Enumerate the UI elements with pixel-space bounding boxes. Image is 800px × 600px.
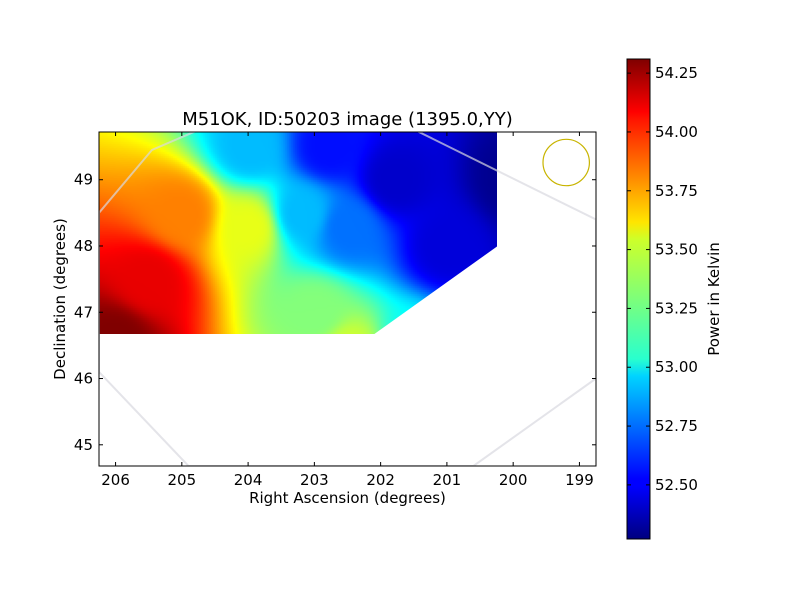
x-axis-ticks: 206 205 204 203 202 201 200 199: [101, 132, 594, 489]
heatmap-axes: 206 205 204 203 202 201 200 199 45 46 47 48 49: [74, 131, 597, 489]
axes-frame: [98, 131, 597, 467]
y-tick-label: 46: [74, 370, 93, 388]
y-axis-label: Declination (degrees): [51, 218, 69, 380]
x-tick-label: 204: [234, 471, 263, 489]
beam-circle: [542, 138, 591, 187]
x-tick-label: 203: [300, 471, 329, 489]
colorbar-frame: [626, 58, 651, 540]
colorbar-tick-label: 52.50: [655, 476, 698, 494]
x-tick-label: 200: [499, 471, 528, 489]
x-tick-label: 202: [366, 471, 395, 489]
colorbar-gradient: [627, 59, 650, 539]
colorbar-tick-label: 54.00: [655, 123, 698, 141]
y-axis-ticks: 45 46 47 48 49: [74, 171, 596, 454]
colorbar-tick-label: 53.50: [655, 241, 698, 259]
y-tick-label: 45: [74, 436, 93, 454]
colorbar-tick-label: 53.75: [655, 182, 698, 200]
colorbar-tick-label: 54.25: [655, 64, 698, 82]
colorbar-tick-label: 52.75: [655, 417, 698, 435]
chart-title: M51OK, ID:50203 image (1395.0,YY): [182, 109, 513, 130]
x-tick-label: 206: [101, 471, 130, 489]
x-axis-label: Right Ascension (degrees): [249, 489, 446, 507]
colorbar-ticks: 52.50 52.75 53.00 53.25 53.50 53.75 54.00 54.25: [627, 64, 698, 494]
x-tick-label: 201: [433, 471, 462, 489]
x-tick-label: 199: [565, 471, 594, 489]
colorbar-tick-label: 53.25: [655, 299, 698, 317]
colorbar-label: Power in Kelvin: [705, 242, 723, 356]
y-tick-label: 49: [74, 171, 93, 189]
y-tick-label: 47: [74, 303, 93, 321]
y-tick-label: 48: [74, 237, 93, 255]
colorbar: 52.50 52.75 53.00 53.25 53.50 53.75 54.00 54.25…: [626, 58, 723, 540]
x-tick-label: 205: [168, 471, 197, 489]
colorbar-tick-label: 53.00: [655, 358, 698, 376]
